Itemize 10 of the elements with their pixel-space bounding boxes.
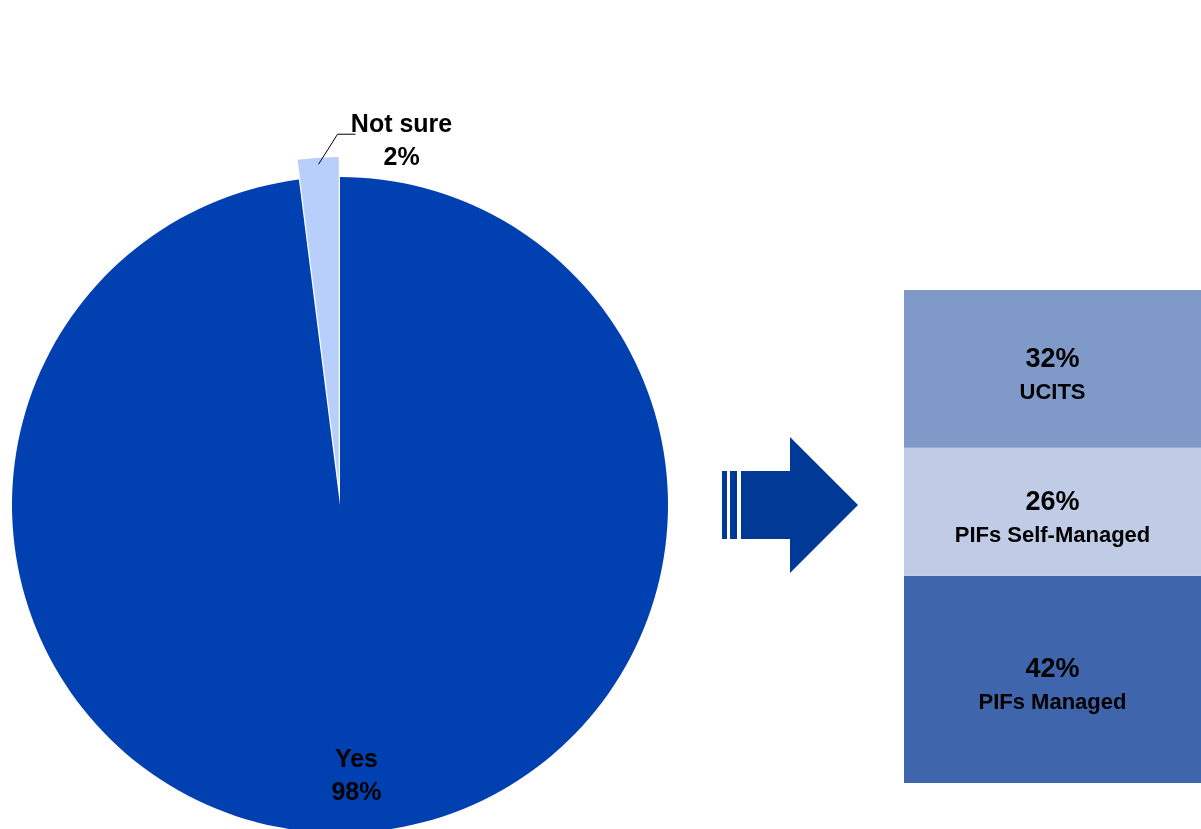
data-label: 2% (383, 142, 420, 171)
series-label: PIFs Managed (978, 689, 1127, 715)
data-label: 98% (331, 776, 382, 805)
slice-label: Yes (334, 743, 379, 772)
series-label: PIFs Self-Managed (954, 521, 1151, 547)
data-label: 26% (1025, 485, 1080, 516)
slice-label: Not sure (350, 109, 453, 138)
series-label: UCITS (1019, 378, 1086, 404)
data-label: 32% (1025, 342, 1080, 373)
data-label: 42% (1025, 653, 1080, 684)
